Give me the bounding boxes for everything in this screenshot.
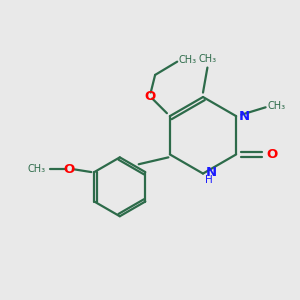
Text: H: H <box>206 175 213 185</box>
Text: O: O <box>266 148 278 161</box>
Text: O: O <box>144 90 155 103</box>
Text: N: N <box>238 110 250 123</box>
Text: CH₃: CH₃ <box>179 55 197 65</box>
Text: CH₃: CH₃ <box>267 101 285 111</box>
Text: CH₃: CH₃ <box>28 164 46 174</box>
Text: CH₃: CH₃ <box>198 54 217 64</box>
Text: N: N <box>206 167 217 179</box>
Text: O: O <box>64 163 75 176</box>
